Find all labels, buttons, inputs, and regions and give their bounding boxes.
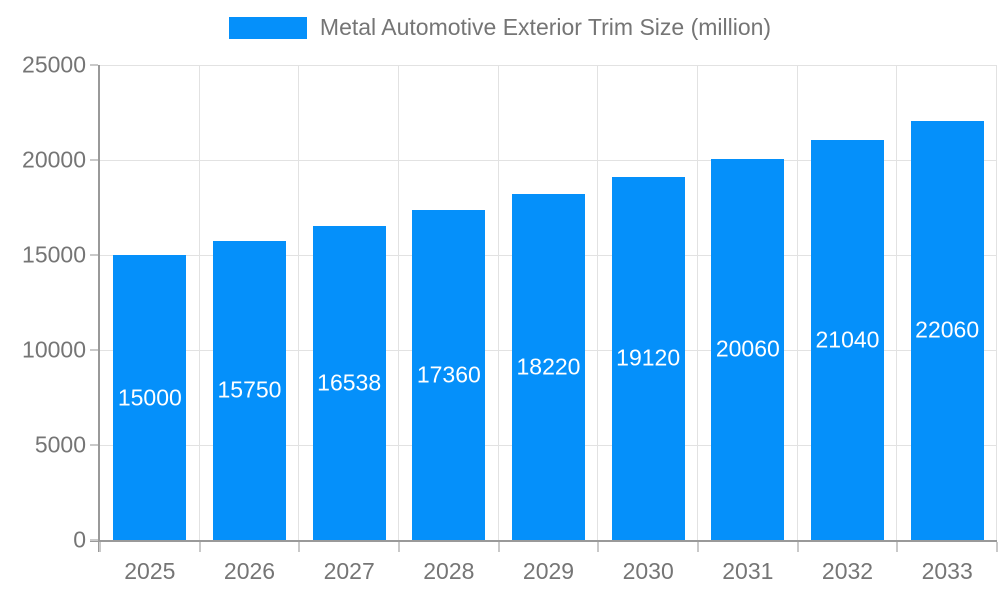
v-gridline: [597, 65, 599, 540]
v-gridline: [996, 65, 997, 540]
y-tick-label: 25000: [22, 51, 86, 78]
bar[interactable]: [113, 255, 187, 540]
x-tick-label: 2032: [821, 558, 874, 584]
v-gridline: [198, 65, 200, 540]
x-axis-tick: [497, 542, 500, 552]
x-tick-label: 2031: [722, 558, 774, 584]
bar-value-label: 15750: [217, 376, 282, 403]
x-tick-label: 2028: [423, 558, 475, 584]
x-axis-tick: [796, 542, 799, 552]
y-axis-tick: [90, 64, 98, 66]
bar[interactable]: [412, 210, 486, 540]
v-gridline: [796, 65, 798, 540]
y-tick-label: 0: [73, 526, 86, 553]
x-tick-label: 2033: [921, 558, 973, 584]
y-axis-tick: [90, 444, 98, 446]
x-axis-tick: [99, 542, 101, 552]
x-tick-label: 2030: [622, 558, 674, 584]
legend-item[interactable]: Metal Automotive Exterior Trim Size (mil…: [228, 14, 772, 41]
x-tick-label: 2029: [522, 558, 575, 584]
h-gridline: [100, 65, 997, 66]
x-axis-tick: [198, 542, 201, 552]
bar-value-label: 20060: [715, 335, 780, 362]
v-gridline: [497, 65, 499, 540]
y-axis-tick: [90, 349, 98, 351]
v-gridline: [397, 65, 399, 540]
y-axis-line: [98, 65, 100, 552]
v-gridline: [298, 65, 300, 540]
x-axis-tick: [298, 542, 301, 552]
x-tick-label: 2026: [223, 558, 276, 584]
x-axis-tick: [597, 542, 600, 552]
bar-value-label: 21040: [815, 326, 880, 353]
v-gridline: [896, 65, 898, 540]
legend: Metal Automotive Exterior Trim Size (mil…: [0, 14, 1000, 41]
y-axis-tick: [90, 159, 98, 161]
plot-area: 15000 15750 16538 17360 18220 19120 20060 21040…: [90, 64, 998, 552]
legend-swatch-icon: [228, 16, 307, 39]
x-tick-label: 2027: [323, 558, 375, 584]
bar[interactable]: [213, 240, 286, 540]
bar-value-label: 22060: [915, 316, 980, 343]
bar[interactable]: [910, 120, 984, 540]
bar[interactable]: [611, 176, 685, 540]
x-axis-tick: [397, 542, 400, 552]
y-tick-label: 5000: [34, 431, 86, 458]
legend-label: Metal Automotive Exterior Trim Size (mil…: [319, 14, 772, 40]
x-axis-line: [90, 540, 997, 542]
h-gridline: [100, 160, 997, 161]
bar-value-label: 15000: [117, 384, 182, 410]
x-axis-tick: [696, 542, 699, 552]
bar[interactable]: [312, 225, 386, 540]
y-tick-label: 15000: [22, 241, 86, 268]
bar-value-label: 19120: [616, 344, 681, 371]
x-axis-tick: [896, 542, 899, 552]
y-axis-tick: [90, 254, 98, 256]
x-axis-labels: 2025 2026 2027 2028 2029 2030 2031 2032 2033: [100, 545, 997, 590]
bar[interactable]: [512, 193, 585, 540]
y-tick-label: 20000: [22, 146, 86, 173]
v-gridline: [696, 65, 698, 540]
y-axis-labels: 0 5000 10000 15000 20000 25000: [0, 53, 86, 551]
y-tick-label: 10000: [22, 336, 86, 363]
bar-value-label: 17360: [416, 361, 481, 388]
bar-value-label: 16538: [317, 369, 382, 396]
bar-value-label: 18220: [516, 353, 581, 380]
y-axis-tick: [90, 539, 98, 541]
x-axis-tick: [996, 542, 998, 552]
bar[interactable]: [811, 140, 884, 540]
bar[interactable]: [711, 158, 785, 540]
x-tick-label: 2025: [124, 558, 176, 584]
